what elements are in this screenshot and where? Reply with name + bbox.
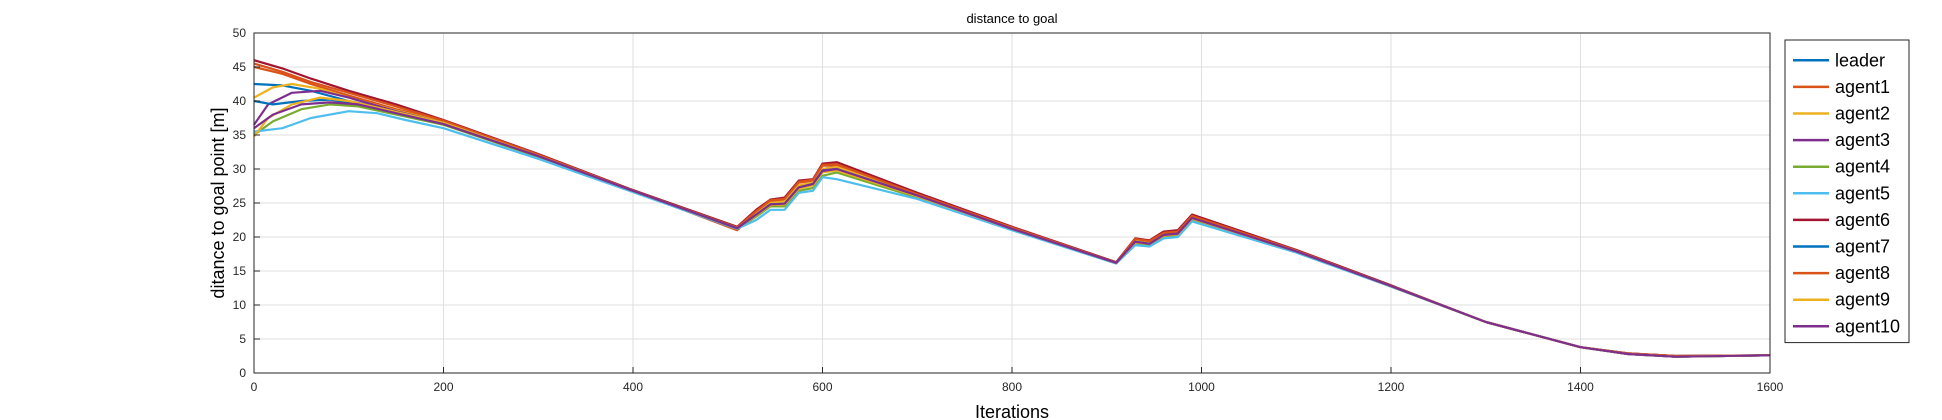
y-tick-label: 45: [233, 60, 247, 74]
x-tick-label: 0: [251, 380, 258, 394]
y-tick-label: 15: [233, 264, 247, 278]
chart-title: distance to goal: [966, 11, 1057, 26]
y-tick-label: 40: [233, 94, 247, 108]
x-tick-label: 400: [623, 380, 643, 394]
legend-label-agent9: agent9: [1835, 290, 1890, 310]
y-tick-label: 5: [239, 332, 246, 346]
y-tick-label: 25: [233, 196, 247, 210]
series-line-agent10: [253, 101, 1771, 358]
x-tick-label: 600: [812, 380, 832, 394]
legend-label-agent7: agent7: [1835, 237, 1890, 257]
x-tick-label: 1200: [1378, 380, 1405, 394]
legend-label-agent4: agent4: [1835, 157, 1890, 177]
x-axis-title: Iterations: [975, 402, 1049, 420]
legend-label-agent2: agent2: [1835, 104, 1890, 124]
legend-label-agent1: agent1: [1835, 77, 1890, 97]
legend-label-agent8: agent8: [1835, 263, 1890, 283]
y-tick-label: 0: [239, 366, 246, 380]
x-tick-label: 800: [1002, 380, 1022, 394]
axis-ticks: 0 200 400 600 800 1000 1200 1400 1600 0 5 10 15 20 25 3…: [233, 26, 1784, 394]
y-tick-label: 30: [233, 162, 247, 176]
legend: leader agent1 agent2 agent3 agent4 agent5 agen…: [1784, 39, 1910, 344]
legend-label-agent5: agent5: [1835, 183, 1890, 203]
y-axis-title: ditance to goal point [m]: [208, 107, 228, 298]
series-lines: [253, 59, 1771, 358]
legend-label-agent10: agent10: [1835, 316, 1900, 336]
x-tick-label: 1000: [1188, 380, 1215, 394]
y-tick-label: 50: [233, 26, 247, 40]
y-tick-label: 35: [233, 128, 247, 142]
y-tick-label: 20: [233, 230, 247, 244]
legend-label-leader: leader: [1835, 50, 1885, 70]
x-tick-label: 1600: [1757, 380, 1784, 394]
legend-label-agent6: agent6: [1835, 210, 1890, 230]
grid: [253, 32, 1771, 374]
legend-label-agent3: agent3: [1835, 130, 1890, 150]
x-tick-label: 200: [433, 380, 453, 394]
y-tick-label: 10: [233, 298, 247, 312]
legend-box: [1784, 39, 1910, 344]
x-tick-label: 1400: [1567, 380, 1594, 394]
